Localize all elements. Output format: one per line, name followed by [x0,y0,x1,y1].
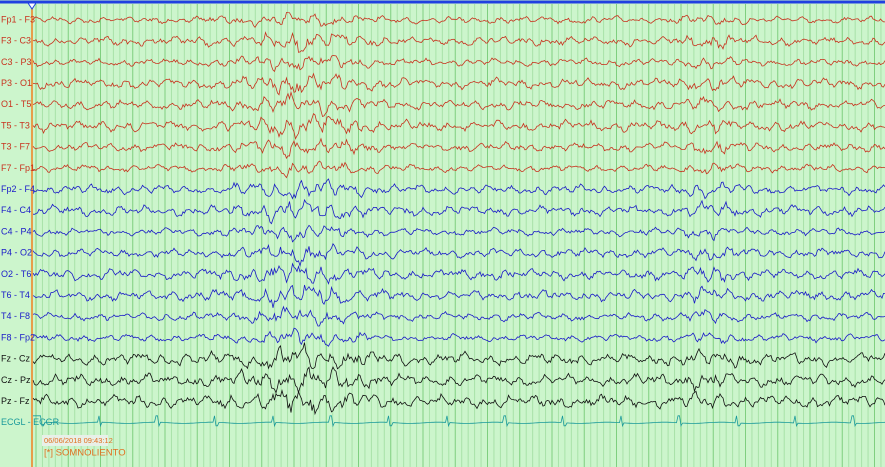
channel-label: O1 - T5 [1,99,31,109]
channel-label: P3 - O1 [1,78,32,88]
channel-label: T3 - F7 [1,142,30,152]
channel-label: O2 - T6 [1,269,31,279]
channel-label: ECGL - ECGR [1,417,60,427]
grid [35,4,882,467]
eeg-trace [32,11,885,28]
eeg-trace [32,242,885,268]
eeg-trace [32,113,885,140]
labels: Fp1 - F3 F3 - C3 C3 - P3 P3 - O1 O1 - T5 T5 -… [1,14,60,427]
eeg-trace [32,178,885,200]
eeg-trace [32,90,885,118]
eeg-trace [32,284,885,308]
channel-label: F4 - C4 [1,205,31,215]
channel-label: T4 - F8 [1,311,30,321]
channel-label: T6 - T4 [1,290,30,300]
channel-label: Pz - Fz [1,396,30,406]
channel-label: P4 - O2 [1,248,32,258]
annotation: [*] SOMNOLIENTO [44,448,126,459]
channel-label: T5 - T3 [1,120,30,130]
eeg-trace [32,72,885,96]
channel-label: Fp2 - F4 [1,184,35,194]
eeg-trace [32,366,885,394]
traces [32,11,885,428]
eeg-trace [32,389,885,416]
eeg-trace [32,327,885,347]
eeg-trace [32,160,885,179]
eeg-trace [32,305,885,327]
timestamp: 06/06/2018 09:43:12 [44,436,113,445]
channel-label: F7 - Fp1 [1,163,35,173]
timestamp-box [42,435,108,446]
eeg-trace [32,342,885,370]
channel-label: Fz - Cz [1,354,30,364]
channel-label: Cz - Pz [1,375,31,385]
eeg-trace [32,54,885,73]
eeg-trace [32,31,885,53]
eeg-trace [33,415,885,428]
eeg-trace [32,198,885,225]
channel-label: F8 - Fp2 [1,332,35,342]
eeg-trace [32,137,885,160]
channel-label: C4 - P4 [1,226,32,236]
cursor-marker [27,2,37,10]
channel-label: F3 - C3 [1,36,31,46]
eeg-trace [32,224,885,243]
channel-label: Fp1 - F3 [1,14,35,24]
channel-label: C3 - P3 [1,57,32,67]
eeg-trace [32,262,885,285]
